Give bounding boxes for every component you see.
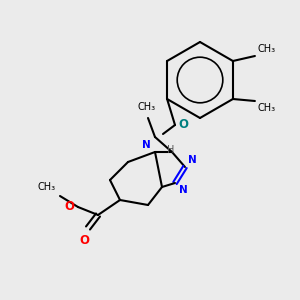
Text: N: N [142,140,151,150]
Text: O: O [178,118,188,131]
Text: CH₃: CH₃ [258,44,276,54]
Text: CH₃: CH₃ [38,182,56,192]
Text: CH₃: CH₃ [138,102,156,112]
Text: O: O [64,200,74,212]
Text: N: N [179,185,188,195]
Text: H: H [167,145,174,155]
Text: N: N [188,155,197,165]
Text: O: O [79,234,89,247]
Text: CH₃: CH₃ [258,103,276,113]
